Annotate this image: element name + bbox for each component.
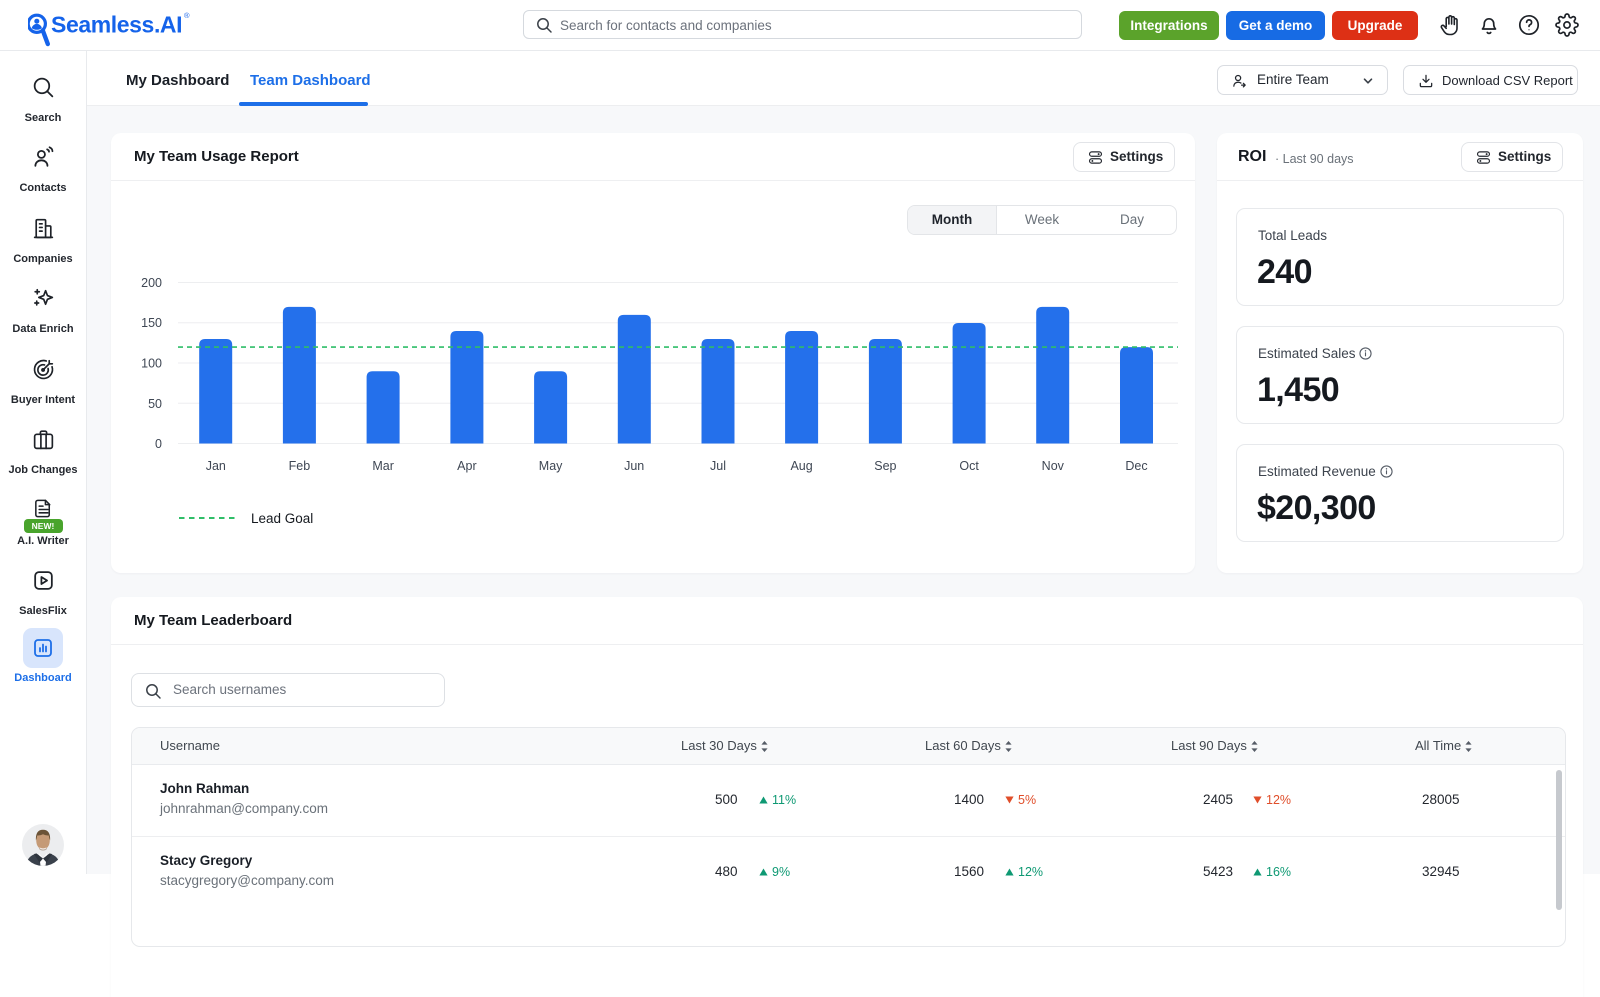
svg-text:Feb: Feb xyxy=(289,459,311,473)
svg-text:150: 150 xyxy=(141,316,162,330)
svg-text:200: 200 xyxy=(141,276,162,290)
svg-text:®: ® xyxy=(184,11,190,20)
svg-text:Mar: Mar xyxy=(372,459,394,473)
svg-text:Jul: Jul xyxy=(710,459,726,473)
svg-text:Sep: Sep xyxy=(874,459,896,473)
svg-text:Lead Goal: Lead Goal xyxy=(251,511,313,526)
svg-text:Jan: Jan xyxy=(206,459,226,473)
svg-text:Jun: Jun xyxy=(624,459,644,473)
svg-text:Oct: Oct xyxy=(959,459,979,473)
svg-text:May: May xyxy=(539,459,563,473)
svg-text:Nov: Nov xyxy=(1042,459,1065,473)
svg-text:Dec: Dec xyxy=(1125,459,1147,473)
svg-text:100: 100 xyxy=(141,357,162,371)
svg-text:50: 50 xyxy=(148,397,162,411)
svg-text:Aug: Aug xyxy=(790,459,812,473)
svg-text:Seamless.AI: Seamless.AI xyxy=(51,12,182,38)
svg-text:Apr: Apr xyxy=(457,459,476,473)
svg-text:0: 0 xyxy=(155,437,162,451)
